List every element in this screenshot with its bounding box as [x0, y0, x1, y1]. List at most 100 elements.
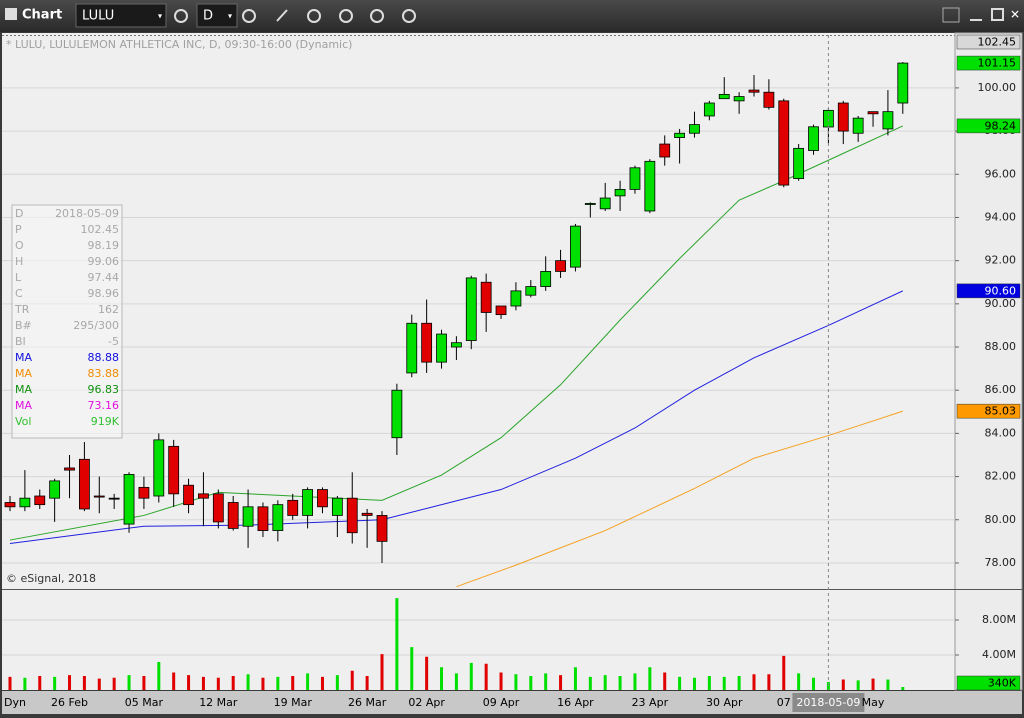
- candle-body: [480, 281, 492, 313]
- volume-tick-label: 8.00M: [982, 613, 1016, 626]
- data-window-value: 98.19: [88, 239, 120, 252]
- candle-body: [510, 290, 522, 307]
- candle-body: [436, 333, 447, 363]
- volume-bar: [573, 667, 577, 690]
- volume-bar: [722, 676, 726, 690]
- link-button[interactable]: [174, 9, 188, 23]
- y-tick-label: 88.00: [985, 340, 1017, 353]
- candle-body: [49, 480, 61, 499]
- candle-body: [123, 474, 135, 525]
- maximize-button[interactable]: [991, 8, 1004, 21]
- dropdown-arrow[interactable]: ▾: [158, 12, 162, 21]
- interval-text: D: [203, 9, 213, 24]
- candle-body: [183, 484, 194, 506]
- volume-bar: [38, 676, 42, 690]
- candle-body: [64, 467, 75, 471]
- play-button[interactable]: [339, 9, 353, 23]
- volume-tick-label: 4.00M: [982, 648, 1016, 661]
- volume-bar: [648, 667, 652, 690]
- date-axis: [2, 691, 1022, 714]
- data-window-label: Vol: [15, 415, 31, 428]
- interval-input[interactable]: [196, 3, 238, 28]
- volume-bar: [335, 675, 339, 690]
- candle-body: [198, 493, 209, 499]
- y-tick-label: 96.00: [985, 167, 1017, 180]
- candle-body: [242, 506, 254, 527]
- close-button[interactable]: ✕: [1010, 8, 1020, 22]
- link-tool-button[interactable]: [402, 9, 416, 23]
- volume-bar: [53, 676, 57, 690]
- volume-bar: [603, 675, 607, 690]
- candle-body: [748, 89, 760, 93]
- axis-marker: [956, 55, 1021, 71]
- symbol-input[interactable]: [75, 3, 167, 28]
- volume-bar: [216, 677, 220, 690]
- x-tick-label: 16 Apr: [557, 696, 594, 709]
- volume-bar: [440, 667, 444, 690]
- volume-bar: [618, 676, 622, 690]
- volume-bar: [782, 655, 786, 690]
- y-tick-label: 78.00: [985, 556, 1017, 569]
- data-window-value: 98.96: [88, 287, 120, 300]
- y-tick-label: 80.00: [985, 513, 1017, 526]
- x-tick-label: 02 Apr: [408, 696, 445, 709]
- volume-bar: [68, 675, 72, 690]
- volume-bar: [23, 677, 27, 690]
- candle-body: [465, 277, 477, 341]
- volume-bar: [395, 598, 399, 690]
- volume-bar: [797, 673, 801, 690]
- data-window-label: MA: [15, 351, 32, 364]
- candle-body: [629, 167, 641, 190]
- price-pane: [2, 33, 955, 589]
- axis-marker-label: 90.60: [985, 284, 1017, 297]
- candle-body: [808, 126, 819, 151]
- refresh-button[interactable]: [307, 9, 321, 23]
- volume-bar: [529, 676, 533, 690]
- symbol-text: LULU: [82, 9, 114, 24]
- x-tick-label: 26 Feb: [51, 696, 88, 709]
- y-tick-label: 90.00: [985, 297, 1017, 310]
- x-tick-label: May: [862, 696, 885, 709]
- candle-body: [733, 96, 745, 102]
- candle-body: [257, 506, 269, 531]
- volume-bar: [454, 673, 458, 690]
- candle-body: [882, 111, 894, 130]
- candle-body: [599, 197, 611, 210]
- credit: © eSignal, 2018: [6, 572, 96, 585]
- data-window-value: 96.83: [88, 383, 120, 396]
- volume-bar: [752, 674, 756, 690]
- candle-body: [495, 305, 507, 316]
- data-window-value: 99.06: [88, 255, 120, 268]
- volume-bar: [380, 654, 384, 690]
- crosshair-date-box: [792, 693, 865, 712]
- volume-bar: [559, 675, 563, 690]
- data-window-value: 162: [98, 303, 119, 316]
- volume-bar: [871, 678, 875, 690]
- volume-bar: [8, 676, 12, 690]
- candle-body: [138, 486, 150, 499]
- data-window-value: 88.88: [88, 351, 120, 364]
- value-axis: [954, 32, 1023, 691]
- candle-body: [93, 495, 105, 498]
- volume-bar: [767, 674, 771, 690]
- zoom-button[interactable]: [370, 9, 384, 23]
- candle-body: [703, 102, 715, 117]
- candle-body: [34, 495, 46, 506]
- menu-button[interactable]: [942, 7, 960, 23]
- candle-body: [421, 322, 433, 363]
- candle-body: [852, 117, 864, 134]
- candle-body: [555, 260, 566, 272]
- candle-body: [570, 225, 581, 268]
- data-window-label: B#: [15, 319, 32, 332]
- draw-button[interactable]: [276, 9, 288, 22]
- data-window-label: MA: [15, 383, 32, 396]
- volume-bar: [841, 679, 845, 690]
- data-window: D 2018-05-09 P 102.45 O 98.19 H 99.06 L 97.44 C 98.…: [11, 204, 123, 439]
- volume-bar: [306, 673, 310, 690]
- time-button[interactable]: [242, 9, 256, 23]
- dropdown-arrow[interactable]: ▾: [228, 12, 232, 21]
- volume-bar: [187, 675, 191, 690]
- y-tick-label: 92.00: [985, 254, 1017, 267]
- data-window-value: 73.16: [88, 399, 120, 412]
